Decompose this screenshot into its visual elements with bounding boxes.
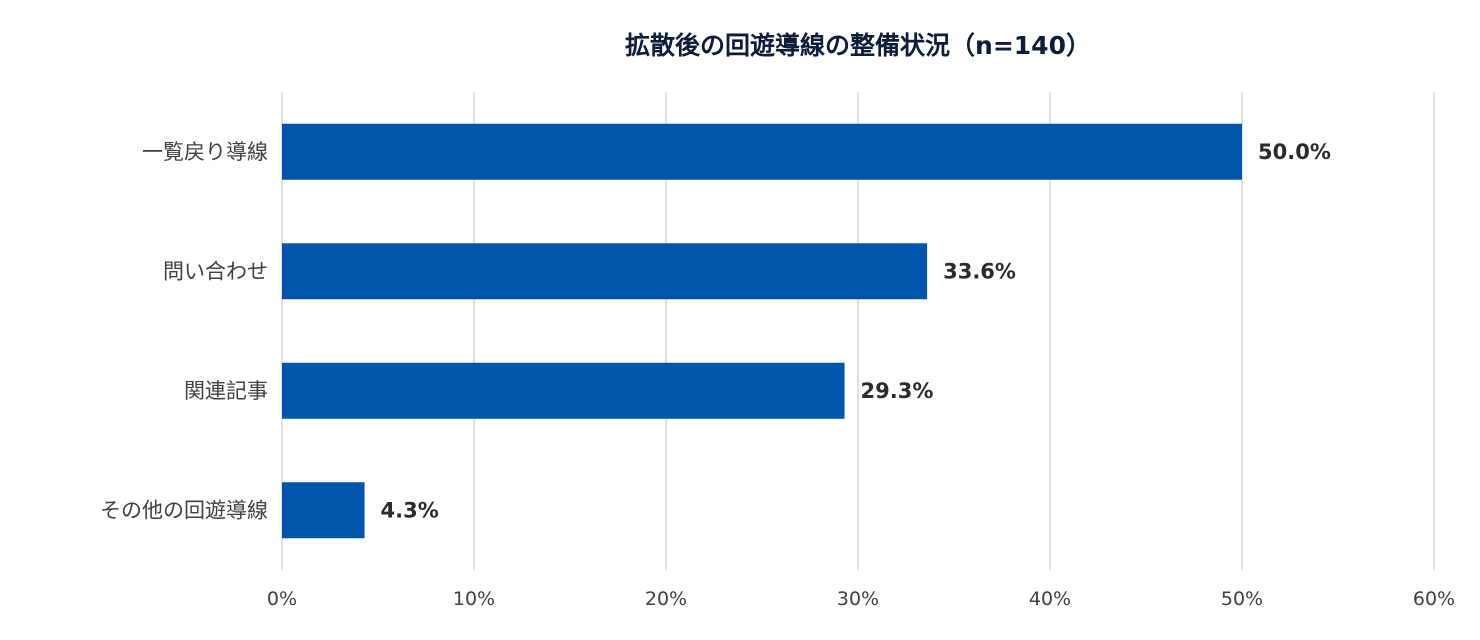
x-tick-label: 60% xyxy=(1413,588,1455,610)
x-tick-label: 50% xyxy=(1221,588,1263,610)
data-label: 33.6% xyxy=(943,259,1016,283)
x-tick-label: 10% xyxy=(453,588,495,610)
bar xyxy=(282,123,1242,180)
category-label: 問い合わせ xyxy=(163,259,268,283)
x-tick-label: 0% xyxy=(267,588,297,610)
bar xyxy=(282,243,928,300)
data-label: 4.3% xyxy=(381,498,439,522)
data-label: 50.0% xyxy=(1258,140,1331,164)
x-tick-label: 20% xyxy=(645,588,687,610)
bar xyxy=(282,362,845,419)
category-label: 関連記事 xyxy=(184,379,268,403)
chart-title: 拡散後の回遊導線の整備状況（n=140） xyxy=(625,31,1091,60)
category-label: その他の回遊導線 xyxy=(100,498,268,522)
data-label: 29.3% xyxy=(861,379,934,403)
x-tick-label: 30% xyxy=(837,588,879,610)
bar xyxy=(282,482,365,539)
category-label: 一覧戻り導線 xyxy=(142,140,268,164)
x-tick-label: 40% xyxy=(1029,588,1071,610)
